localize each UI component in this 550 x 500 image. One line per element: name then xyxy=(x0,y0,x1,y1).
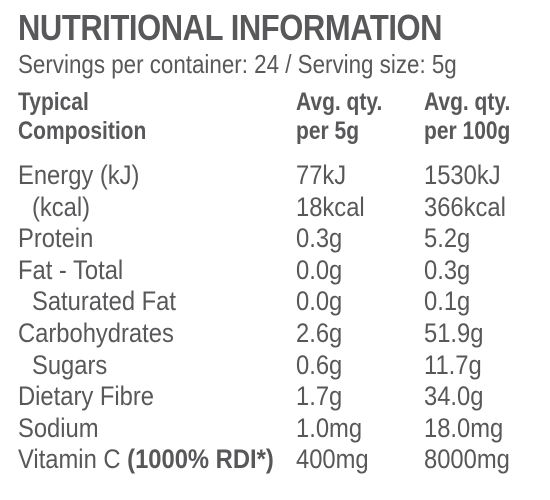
table-row: Vitamin C (1000% RDI*) 400mg 8000mg xyxy=(0,444,550,476)
nutrient-per-100g: 1530kJ xyxy=(424,160,501,190)
nutrient-label: Protein xyxy=(18,223,94,254)
nutrient-label: Saturated Fat xyxy=(32,286,176,317)
nutrient-per-100g: 51.9g xyxy=(424,317,484,348)
nutrient-per-100g: 0.3g xyxy=(424,254,471,285)
header-col2-line2: per 100g xyxy=(424,117,511,145)
nutrient-per-serving: 0.0g xyxy=(296,254,343,285)
nutrient-per-100g: 34.0g xyxy=(424,381,484,412)
nutrient-label-vitamin-c: Vitamin C (1000% RDI*) xyxy=(18,444,274,475)
nutrient-label: Sugars xyxy=(32,349,108,380)
header-typical-composition: Typical Composition xyxy=(18,88,146,146)
panel-title: NUTRITIONAL INFORMATION xyxy=(18,7,443,48)
nutrient-label-text: Vitamin C xyxy=(18,444,128,475)
table-row: Sodium 1.0mg 18.0mg xyxy=(0,413,550,445)
nutrient-per-serving: 1.7g xyxy=(296,381,343,412)
table-row: Saturated Fat 0.0g 0.1g xyxy=(0,286,550,318)
table-row: Protein 0.3g 5.2g xyxy=(0,223,550,255)
table-row: Fat - Total 0.0g 0.3g xyxy=(0,255,550,287)
nutrient-per-100g: 8000mg xyxy=(424,444,510,475)
nutrient-table: Energy (kJ) 77kJ 1530kJ (kcal) 18kcal 36… xyxy=(0,160,550,476)
rdi-note: (1000% RDI*) xyxy=(127,444,274,475)
nutrient-label: (kcal) xyxy=(32,191,91,222)
table-row: Sugars 0.6g 11.7g xyxy=(0,350,550,382)
header-per-100g: Avg. qty. per 100g xyxy=(424,88,510,146)
nutrient-per-serving: 1.0mg xyxy=(296,412,363,443)
header-col1-line2: per 5g xyxy=(296,117,360,145)
nutrient-label: Fat - Total xyxy=(18,254,124,285)
table-row: (kcal) 18kcal 366kcal xyxy=(0,192,550,224)
header-col0-line1: Typical xyxy=(18,88,89,116)
nutrient-per-100g: 0.1g xyxy=(424,286,471,317)
nutrient-per-100g: 18.0mg xyxy=(424,412,504,443)
nutrient-label: Sodium xyxy=(18,412,99,443)
header-col1-line1: Avg. qty. xyxy=(296,88,383,116)
nutrient-per-100g: 11.7g xyxy=(424,349,482,380)
nutrient-label: Carbohydrates xyxy=(18,317,174,348)
table-row: Dietary Fibre 1.7g 34.0g xyxy=(0,381,550,413)
nutrient-per-100g: 366kcal xyxy=(424,191,506,222)
header-col2-line1: Avg. qty. xyxy=(424,88,511,116)
nutrient-label: Energy (kJ) xyxy=(18,160,140,190)
nutrient-per-serving: 18kcal xyxy=(296,191,365,222)
servings-info: Servings per container: 24 / Serving siz… xyxy=(18,49,457,79)
nutrient-per-serving: 400mg xyxy=(296,444,369,475)
table-row: Energy (kJ) 77kJ 1530kJ xyxy=(0,160,550,192)
header-per-serving: Avg. qty. per 5g xyxy=(296,88,382,146)
header-col0-line2: Composition xyxy=(18,117,147,145)
table-row: Carbohydrates 2.6g 51.9g xyxy=(0,318,550,350)
nutrient-per-serving: 0.0g xyxy=(296,286,343,317)
nutrient-per-serving: 0.6g xyxy=(296,349,343,380)
nutrient-per-serving: 77kJ xyxy=(296,160,347,190)
nutrient-per-serving: 0.3g xyxy=(296,223,343,254)
nutrient-label: Dietary Fibre xyxy=(18,381,155,412)
nutrient-per-serving: 2.6g xyxy=(296,317,343,348)
nutrient-per-100g: 5.2g xyxy=(424,223,471,254)
